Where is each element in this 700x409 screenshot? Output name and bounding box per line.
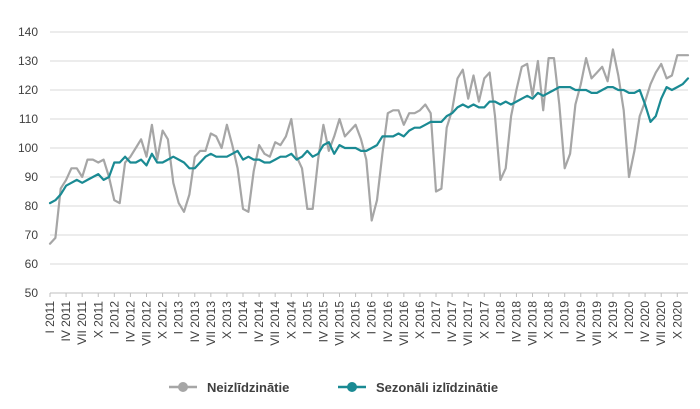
x-tick-label: VII 2012 xyxy=(140,301,154,346)
x-tick-label: IV 2018 xyxy=(509,301,523,343)
x-tick-label: VII 2016 xyxy=(397,301,411,346)
x-tick-label: I 2019 xyxy=(558,301,572,335)
x-tick-label: I 2012 xyxy=(107,301,121,335)
y-tick-label: 110 xyxy=(19,112,38,126)
y-tick-label: 100 xyxy=(18,141,38,155)
y-tick-label: 80 xyxy=(25,199,39,213)
y-tick-label: 50 xyxy=(25,286,39,300)
x-tick-label: VII 2015 xyxy=(333,301,347,346)
x-tick-label: IV 2012 xyxy=(123,301,137,343)
x-tick-label: X 2020 xyxy=(670,301,684,339)
gridlines xyxy=(50,31,688,294)
x-tick-label: X 2017 xyxy=(477,301,491,339)
x-tick-label: X 2016 xyxy=(413,301,427,339)
x-tick-label: I 2017 xyxy=(429,301,443,335)
x-tick-label: IV 2013 xyxy=(188,301,202,343)
y-tick-label: 70 xyxy=(25,228,39,242)
x-tick-label: IV 2019 xyxy=(574,301,588,343)
x-tick-label: X 2019 xyxy=(606,301,620,339)
x-tick-label: I 2013 xyxy=(172,301,186,335)
x-tick-label: VII 2013 xyxy=(204,301,218,346)
x-tick-label: I 2020 xyxy=(622,301,636,335)
x-tick-label: I 2015 xyxy=(300,301,314,335)
x-tick-label: I 2011 xyxy=(43,301,57,334)
x-tick-label: IV 2020 xyxy=(638,301,652,343)
x-tick-label: IV 2014 xyxy=(252,301,266,343)
series-line-2 xyxy=(48,77,690,205)
legend-marker xyxy=(347,382,357,392)
legend-label: Neizlīdzinātie xyxy=(207,380,289,395)
series-line-1 xyxy=(48,48,690,245)
x-tick-label: X 2015 xyxy=(349,301,363,339)
x-tick-label: VII 2017 xyxy=(461,301,475,346)
x-tick-label: I 2018 xyxy=(493,301,507,335)
legend-marker xyxy=(178,382,188,392)
x-tick-label: VII 2014 xyxy=(268,301,282,346)
x-tick-label: IV 2011 xyxy=(59,301,73,342)
x-tick-label: X 2012 xyxy=(156,301,170,339)
y-tick-label: 90 xyxy=(25,170,39,184)
x-tick-label: VII 2019 xyxy=(590,301,604,346)
legend-label: Sezonāli izlīdzinātie xyxy=(376,380,498,395)
legend-item-1: Neizlīdzinātie xyxy=(169,380,289,395)
x-tick-label: VII 2018 xyxy=(526,301,540,346)
y-tick-label: 60 xyxy=(25,257,39,271)
y-tick-label: 120 xyxy=(18,83,38,97)
x-axis-ticks: I 2011 IV 2011 VII 2011 X 2011 I 2012 IV 2012… xyxy=(43,293,684,346)
x-tick-label: X 2011 xyxy=(91,301,105,338)
x-tick-label: IV 2016 xyxy=(381,301,395,343)
y-tick-label: 130 xyxy=(18,54,38,68)
x-tick-label: I 2016 xyxy=(365,301,379,335)
x-tick-label: X 2014 xyxy=(284,301,298,339)
x-tick-label: IV 2017 xyxy=(445,301,459,343)
x-tick-label: IV 2015 xyxy=(316,301,330,343)
series-lines xyxy=(48,48,690,245)
x-tick-label: VII 2011 xyxy=(75,301,89,345)
x-tick-label: I 2014 xyxy=(236,301,250,335)
y-tick-label: 140 xyxy=(18,25,38,39)
y-axis-ticks: 50 60 70 80 90 100 110 120 130 140 xyxy=(18,25,38,300)
x-tick-label: X 2013 xyxy=(220,301,234,339)
x-tick-label: VII 2020 xyxy=(654,301,668,346)
legend: Neizlīdzinātie Sezonāli izlīdzinātie xyxy=(169,380,498,395)
x-tick-label: X 2018 xyxy=(542,301,556,339)
legend-item-2: Sezonāli izlīdzinātie xyxy=(338,380,498,395)
